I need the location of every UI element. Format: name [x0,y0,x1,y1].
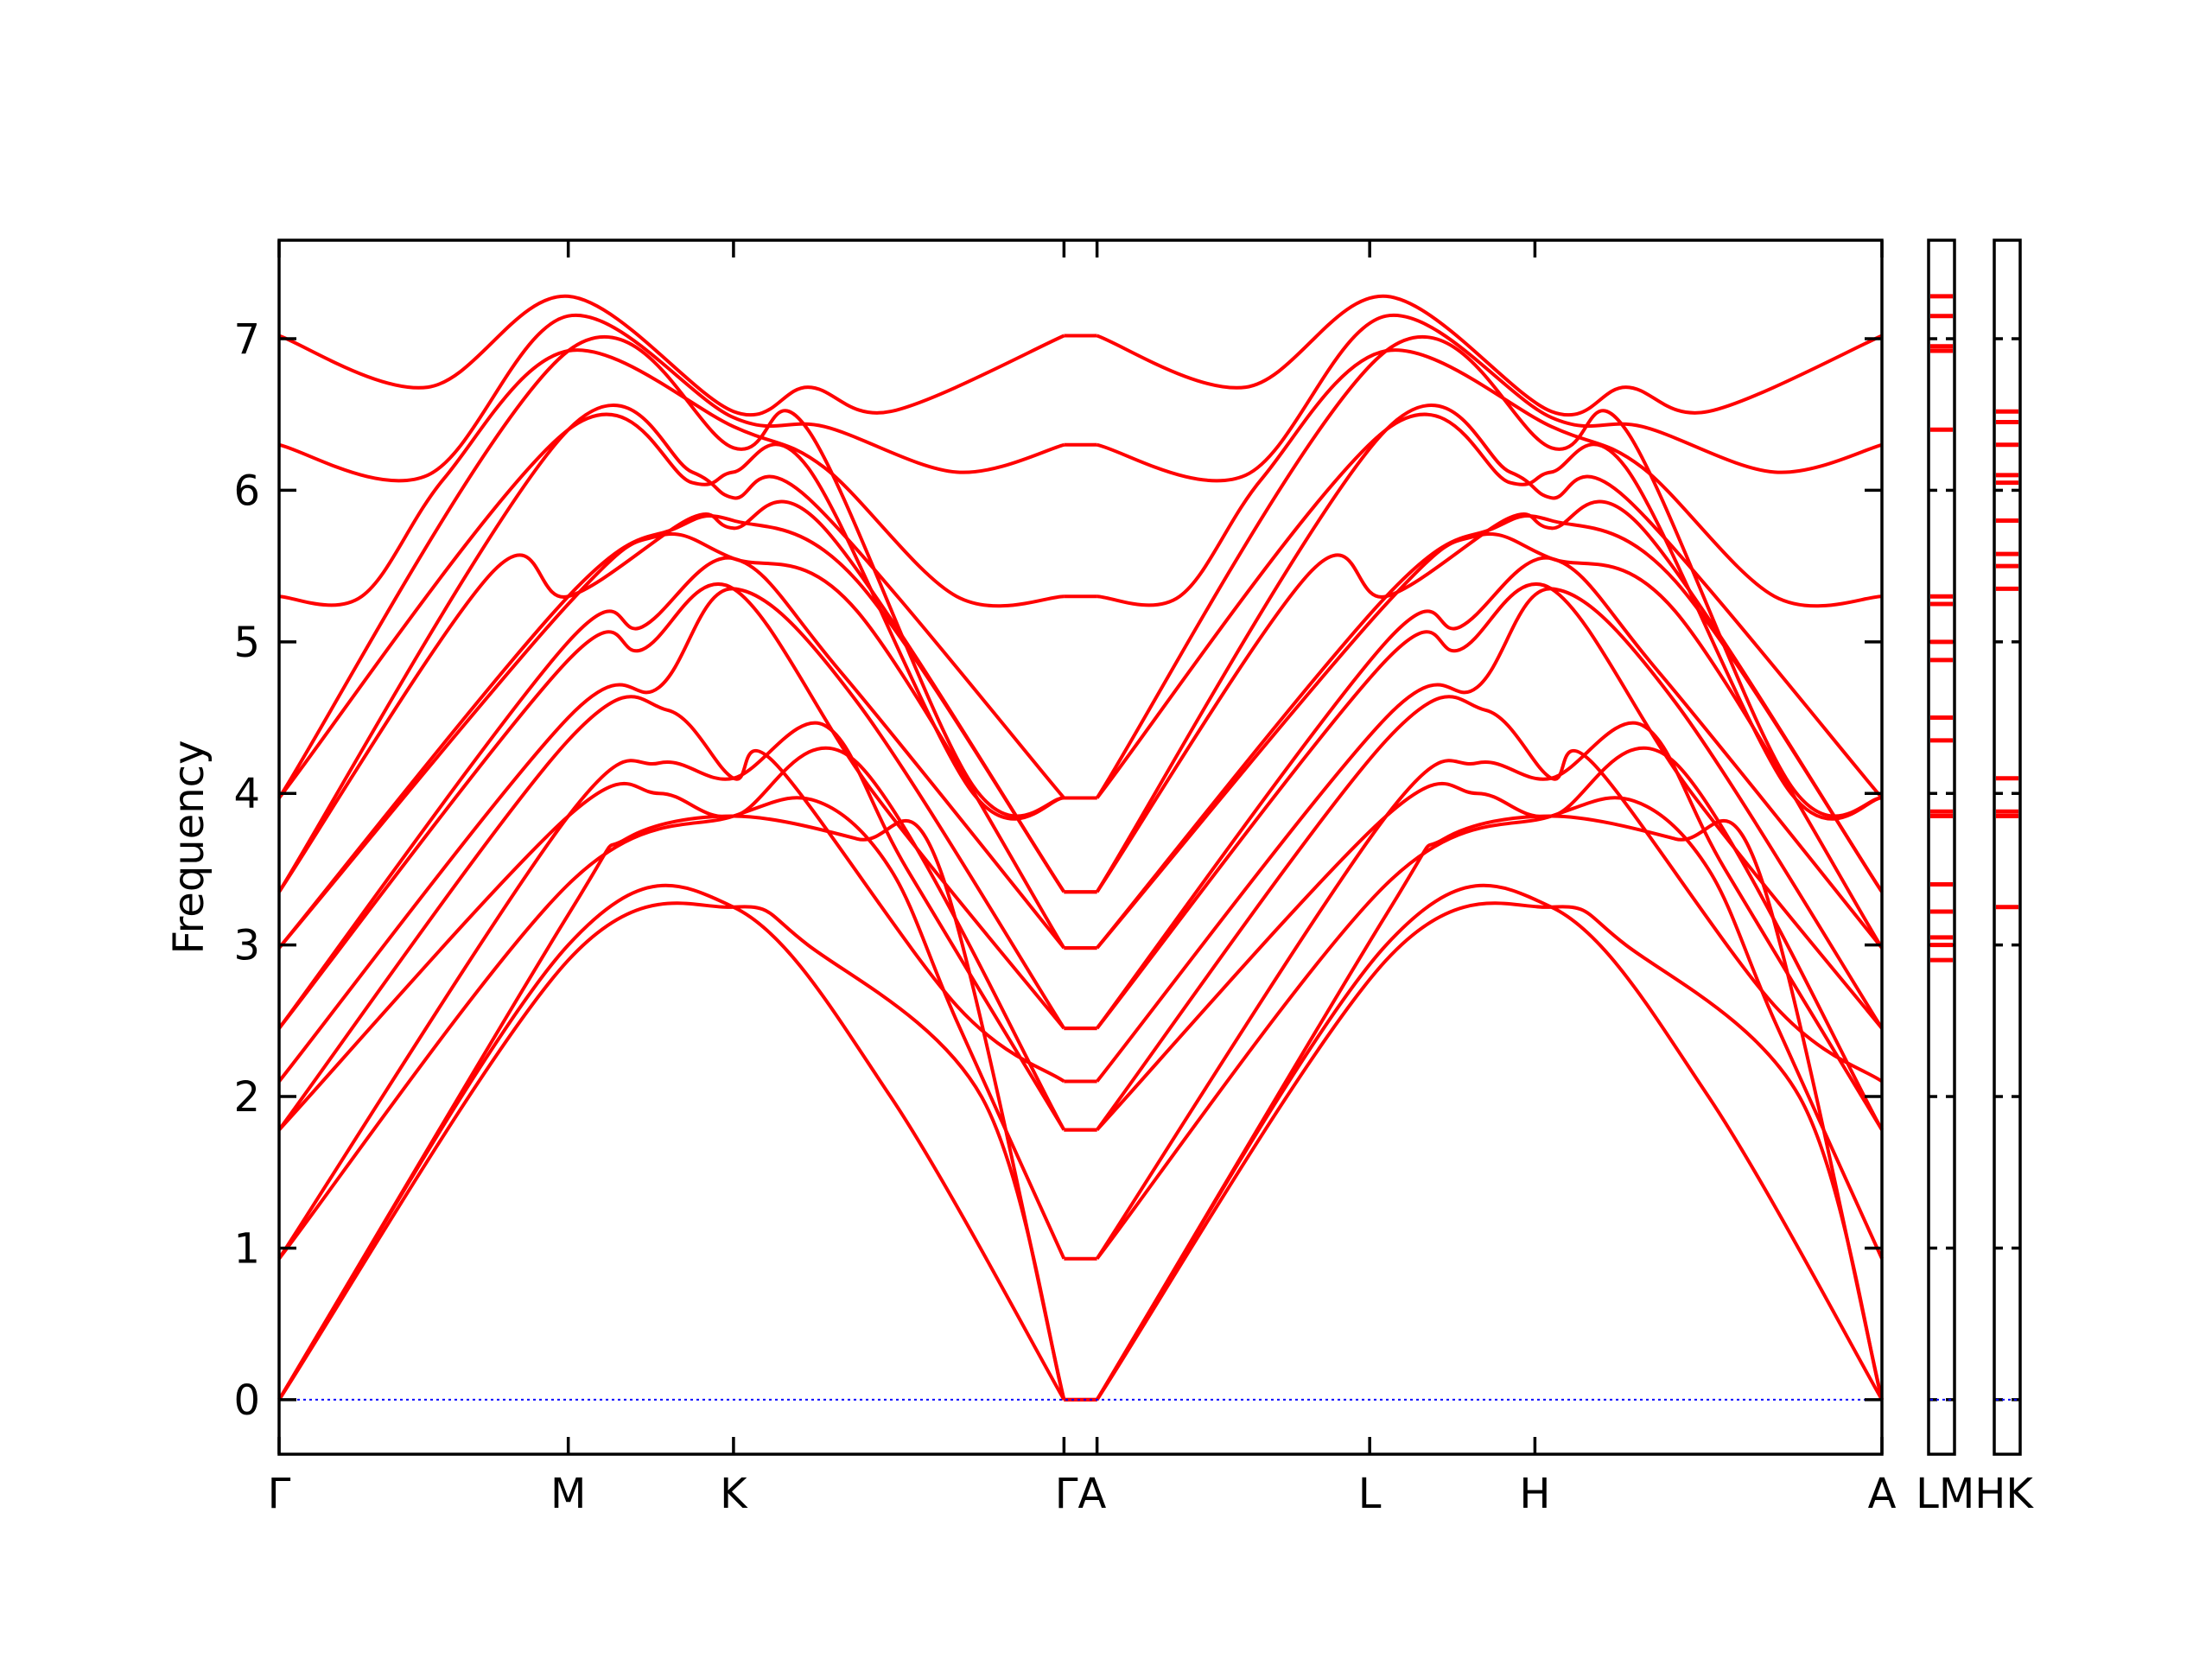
band-10-a [277,556,1065,1030]
band-plot-frame [277,238,1884,1456]
y-axis-label: Frequency [165,741,213,955]
band-13-b [1095,499,1884,893]
band-14-b [1095,404,1884,893]
y-tick-label: 5 [233,619,260,667]
band-19-b [1096,294,1883,417]
band-4-a [277,796,1066,1260]
x-tick-label: Γ [268,1470,291,1518]
band-18-b [1096,313,1883,483]
band-10-b [1095,556,1884,1030]
band-plot-panel: 0 1 2 3 4 5 6 7 Γ M K ΓA L H A Frequency [165,238,1897,1518]
band-19-a [278,294,1065,417]
band-14-a [277,404,1065,893]
x-tick-label: ΓA [1055,1470,1107,1518]
band-lines [277,294,1884,1402]
x-axis-ticks: Γ M K ΓA L H A [268,240,1897,1518]
y-tick-label: 1 [233,1224,260,1273]
x-tick-label: M [550,1470,586,1518]
band-15-b [1096,412,1883,821]
band-17-a [278,348,1065,608]
band-16-b [1095,334,1883,818]
band-1-b [1095,901,1884,1401]
band-15-a [277,412,1065,821]
x-tick-label: A [1868,1470,1897,1518]
band-16-a [277,334,1065,818]
dos-labels: LMHK [1916,1470,2034,1518]
band-1-a [277,901,1066,1401]
band-8-a [277,587,1066,1083]
band-6-a [277,746,1066,1131]
y-tick-label: 7 [233,315,260,364]
dos-panels [1927,238,2022,1456]
band-18-a [278,313,1065,483]
band-9-a [277,582,1065,1030]
x-tick-label: L [1358,1470,1382,1518]
band-7-b [1095,695,1884,1131]
band-9-b [1096,582,1884,1030]
band-2-a [277,883,1066,1401]
x-tick-label: K [720,1470,748,1518]
band-13-a [277,499,1066,893]
band-5-a [277,721,1066,1260]
band-2-b [1095,883,1884,1401]
y-tick-label: 2 [233,1073,260,1122]
dos-panel-HK [1993,238,2022,1456]
dos-panel-LM [1927,238,1956,1456]
band-4-b [1096,796,1884,1260]
band-6-b [1096,746,1884,1131]
y-axis-ticks: 0 1 2 3 4 5 6 7 [233,315,1882,1425]
band-17-b [1096,348,1883,608]
y-tick-label: 0 [233,1376,260,1425]
dos-panel-label: LMHK [1916,1470,2034,1518]
y-tick-label: 6 [233,467,260,515]
y-tick-label: 4 [233,770,260,818]
band-7-a [277,695,1065,1131]
band-8-b [1096,587,1884,1083]
band-5-b [1095,721,1884,1260]
x-tick-label: H [1519,1470,1550,1518]
y-tick-label: 3 [233,922,260,970]
